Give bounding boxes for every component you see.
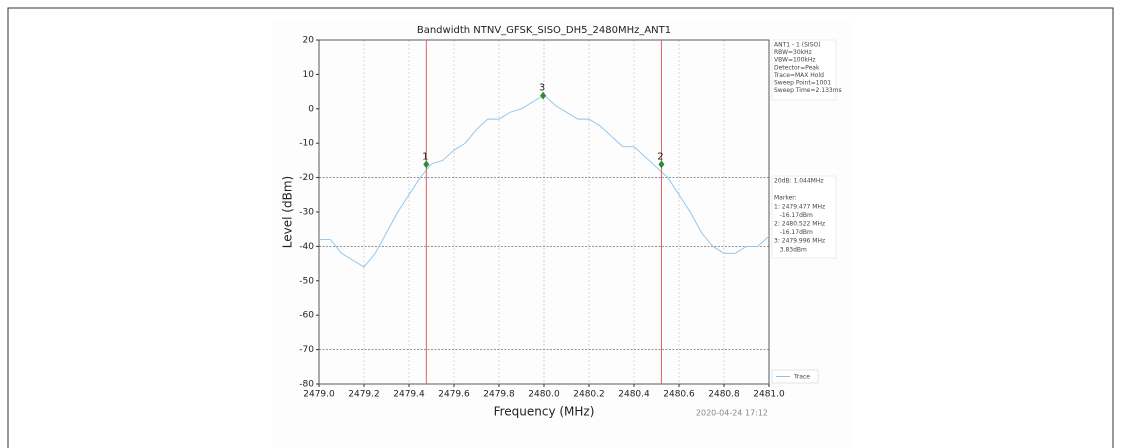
marker-point	[658, 160, 665, 169]
x-tick-label: 2480.0	[528, 390, 560, 400]
x-tick-label: 2479.8	[483, 390, 515, 400]
x-tick-label: 2479.6	[438, 390, 470, 400]
result-line: 3: 2479.996 MHz	[774, 238, 825, 245]
result-line: Marker:	[774, 195, 797, 202]
settings-line: RBW=30kHz	[774, 49, 812, 56]
x-tick-label: 2479.4	[393, 390, 425, 400]
x-tick-label: 2480.8	[708, 390, 740, 400]
result-box	[771, 175, 837, 259]
y-tick-label: -40	[299, 242, 314, 252]
x-tick-label: 2479.0	[303, 390, 335, 400]
timestamp: 2020-04-24 17:12	[696, 409, 768, 418]
x-tick-label: 2480.2	[573, 390, 605, 400]
page-border	[7, 7, 1114, 448]
plot-frame	[318, 39, 770, 385]
chart-title: Bandwidth NTNV_GFSK_SISO_DH5_2480MHz_ANT…	[417, 25, 671, 36]
y-tick-label: -30	[299, 208, 314, 218]
y-tick-label: 20	[303, 36, 315, 46]
settings-box	[771, 39, 837, 101]
x-tick-label: 2479.2	[348, 390, 380, 400]
result-line: -16.17dBm	[774, 212, 813, 219]
result-line: 3.83dBm	[774, 246, 807, 253]
x-tick-label: 2480.4	[618, 390, 650, 400]
marker-label: 1	[422, 151, 428, 162]
settings-line: Sweep Point=1001	[774, 80, 831, 87]
settings-line: VBW=100kHz	[774, 57, 816, 64]
legend-label: Trace	[793, 374, 810, 381]
marker-point	[423, 160, 430, 169]
result-line: 1: 2479.477 MHz	[774, 203, 825, 210]
marker-label: 2	[657, 151, 663, 162]
settings-line: Detector=Peak	[774, 64, 820, 71]
result-line: 2: 2480.522 MHz	[774, 221, 825, 228]
y-tick-label: -20	[299, 173, 314, 183]
y-tick-label: -60	[299, 311, 314, 321]
x-tick-label: 2481.0	[753, 390, 785, 400]
legend-box	[771, 369, 819, 384]
y-axis-label: Level (dBm)	[281, 176, 295, 248]
settings-line: Sweep Time=2.133ms	[774, 87, 842, 94]
y-tick-label: -10	[299, 139, 314, 149]
marker-label: 3	[539, 83, 545, 94]
y-tick-label: -70	[299, 345, 314, 355]
y-tick-label: -50	[299, 276, 314, 286]
y-tick-label: -80	[299, 380, 314, 390]
result-line: -16.17dBm	[774, 229, 813, 236]
x-axis-label: Frequency (MHz)	[494, 405, 595, 419]
y-tick-label: 0	[308, 104, 314, 114]
result-line: 20dB: 1.044MHz	[774, 178, 824, 185]
settings-line: Trace=MAX Hold	[773, 72, 824, 79]
marker-point	[540, 91, 547, 100]
y-tick-label: 10	[303, 70, 315, 80]
chart-panel	[272, 20, 852, 448]
x-tick-label: 2480.6	[663, 390, 695, 400]
settings-line: ANT1 - 1 (SISO)	[774, 42, 821, 49]
